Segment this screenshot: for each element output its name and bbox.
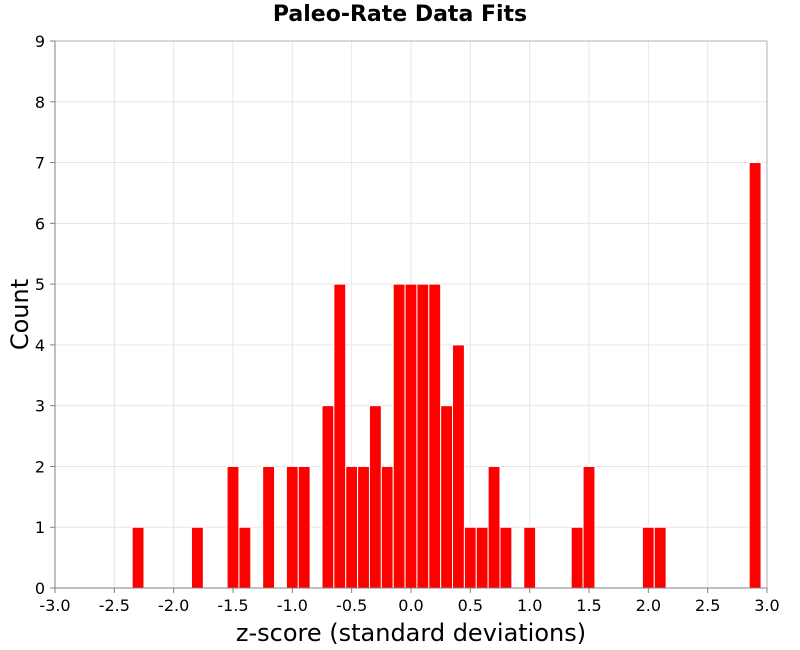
chart-title: Paleo-Rate Data Fits (272, 2, 528, 27)
x-tick-label: -0.5 (336, 596, 367, 615)
y-tick-label: 9 (35, 32, 45, 51)
y-tick-label: 4 (35, 336, 45, 355)
x-tick-label: 2.0 (636, 596, 661, 615)
histogram-bar (368, 405, 382, 589)
x-axis-label: z-score (standard deviations) (236, 619, 586, 647)
y-axis-ticks: 0 1 2 3 4 5 6 7 8 9 (35, 32, 55, 598)
x-tick-label: 0.5 (458, 596, 483, 615)
histogram-bar (582, 465, 596, 589)
histogram-bar (452, 344, 465, 589)
y-tick-label: 1 (35, 518, 45, 537)
x-tick-label: -2.5 (99, 596, 130, 615)
bar-series (131, 162, 762, 589)
histogram-bar (440, 405, 454, 589)
x-axis-ticks: -3.0 -2.5 -2.0 -1.5 -1.0 -0.5 0.0 0.5 1.0 1.5 2.0 2… (39, 588, 780, 615)
histogram-bar (653, 526, 667, 589)
y-tick-label: 0 (35, 579, 45, 598)
histogram-bar (285, 465, 299, 589)
histogram-bar (392, 283, 406, 589)
histogram-bar (475, 526, 489, 589)
histogram-bar (499, 526, 513, 589)
histogram-bar (416, 283, 430, 589)
x-tick-label: -2.0 (158, 596, 189, 615)
histogram-bar (297, 465, 311, 589)
x-tick-label: 2.5 (695, 596, 720, 615)
histogram-bar (404, 283, 418, 589)
x-tick-label: -1.0 (277, 596, 308, 615)
histogram-bar (333, 283, 347, 589)
histogram-bar (570, 526, 584, 589)
x-tick-label: 0.0 (398, 596, 423, 615)
histogram-bar (641, 526, 655, 589)
histogram-bar (238, 526, 252, 589)
histogram-bar (131, 526, 145, 589)
histogram-bar (523, 526, 537, 589)
histogram-bar (357, 465, 370, 589)
histogram-bar (380, 465, 394, 589)
histogram-bar (321, 405, 335, 589)
histogram-bar (190, 526, 204, 589)
x-tick-label: 3.0 (754, 596, 779, 615)
x-tick-label: -1.5 (217, 596, 248, 615)
histogram-bar (262, 465, 276, 589)
y-tick-label: 6 (35, 214, 45, 233)
y-tick-label: 3 (35, 397, 45, 416)
y-tick-label: 2 (35, 457, 45, 476)
histogram-bar (463, 526, 477, 589)
y-tick-label: 7 (35, 154, 45, 173)
histogram-bar (428, 283, 442, 589)
x-tick-label: -3.0 (39, 596, 70, 615)
x-tick-label: 1.0 (517, 596, 542, 615)
x-tick-label: 1.5 (576, 596, 601, 615)
histogram-bar (487, 465, 501, 589)
histogram-bar (345, 465, 359, 589)
y-axis-label: Count (6, 279, 34, 350)
y-tick-label: 8 (35, 93, 45, 112)
y-tick-label: 5 (35, 275, 45, 294)
histogram-bar (748, 162, 762, 589)
histogram-bar (226, 465, 240, 589)
